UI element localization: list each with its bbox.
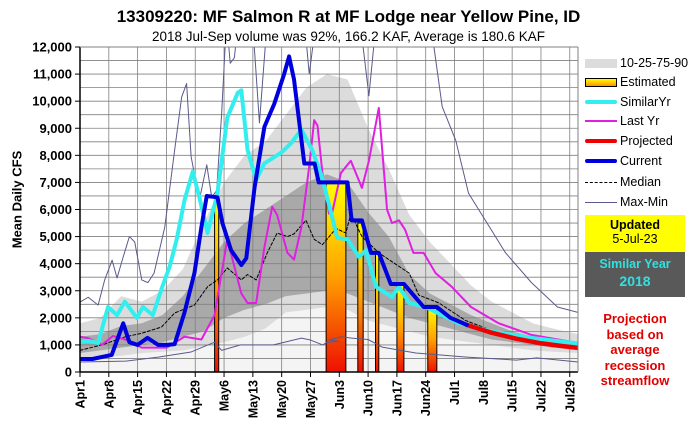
note-line: Projection: [603, 311, 667, 326]
x-tick-label: Jul29: [563, 380, 577, 412]
x-tick-label: May27: [304, 380, 318, 418]
legend-item-similar: SimilarYr: [585, 93, 671, 111]
legend-label: Current: [620, 154, 662, 168]
x-tick-label: May20: [275, 380, 289, 418]
note-line: based on: [606, 326, 664, 342]
chart-title: 13309220: MF Salmon R at MF Lodge near Y…: [116, 7, 581, 26]
y-tick-label: 0: [65, 365, 72, 380]
note-line: average: [610, 342, 660, 357]
legend-item-maxmin: Max-Min: [585, 193, 668, 211]
y-tick-label: 11,000: [33, 67, 72, 82]
note-line: recession: [604, 357, 666, 373]
y-tick-label: 4,000: [39, 256, 72, 271]
legend-item-lastyr: Last Yr: [585, 112, 659, 130]
legend-label: Median: [620, 175, 661, 189]
x-tick-label: Jul22: [534, 380, 548, 412]
x-tick-label: Apr29: [189, 380, 203, 415]
y-tick-label: 5,000: [39, 229, 72, 244]
estimated-bar: [427, 306, 438, 372]
x-tick-label: Apr15: [131, 380, 145, 415]
note-line: streamflow: [600, 373, 670, 388]
y-tick-label: 1,000: [39, 337, 72, 352]
legend-item-estimated: Estimated: [585, 73, 676, 91]
legend-label: SimilarYr: [620, 95, 671, 109]
series-line-max: [80, 47, 578, 313]
legend-label: Projected: [620, 134, 673, 148]
series-lines: [80, 47, 578, 363]
x-tick-label: May6: [218, 380, 232, 411]
projection-note: Projection based on average recession st…: [585, 311, 685, 389]
legend-swatch-projected: [585, 139, 617, 143]
x-tick-label: May13: [246, 380, 260, 418]
legend-swatch-median: [585, 181, 617, 183]
series-line-projected: [464, 322, 578, 351]
similar-year-value: 2018: [619, 273, 651, 289]
x-tick-label: Jul1: [448, 380, 462, 405]
x-tick-label: Jul8: [477, 380, 491, 405]
legend-label: Estimated: [620, 75, 676, 89]
updated-label: Updated: [610, 218, 660, 232]
series-line-median: [80, 213, 578, 351]
x-tick-label: Apr22: [160, 380, 174, 415]
legend-swatch-estimated: [585, 77, 617, 87]
y-tick-label: 12,000: [32, 40, 72, 55]
estimated-bar: [396, 284, 405, 372]
similar-year-box: Similar Year 2018: [585, 252, 685, 297]
y-tick-label: 2,000: [39, 310, 72, 325]
x-tick-label: Jun17: [390, 380, 404, 416]
x-tick-label: Jul15: [506, 380, 520, 412]
legend-swatch-bands: [585, 58, 617, 68]
legend-swatch-maxmin: [585, 201, 617, 203]
legend-label: 10-25-75-90: [620, 56, 689, 70]
series-line-lastyr: [80, 106, 578, 349]
legend-swatch-current: [585, 159, 617, 163]
estimated-bar: [357, 222, 364, 372]
legend-swatch-lastyr: [585, 120, 617, 122]
series-line-current: [80, 54, 469, 361]
x-tick-label: Jun10: [362, 380, 376, 416]
legend-item-median: Median: [585, 173, 661, 191]
legend-item-current: Current: [585, 152, 662, 170]
y-tick-label: 10,000: [32, 94, 72, 109]
updated-box: Updated 5-Jul-23: [585, 215, 685, 252]
x-tick-label: Apr8: [102, 380, 116, 409]
y-tick-label: 9,000: [39, 121, 72, 136]
y-tick-label: 3,000: [39, 283, 72, 298]
legend-swatch-similar: [585, 100, 617, 104]
legend-item-bands: 10-25-75-90: [585, 54, 688, 72]
updated-date: 5-Jul-23: [612, 232, 658, 246]
legend-label: Max-Min: [620, 195, 668, 209]
y-tick-label: 8,000: [39, 148, 72, 163]
legend-item-projected: Projected: [585, 132, 673, 150]
legend-label: Last Yr: [620, 114, 660, 128]
chart-subtitle: 2018 Jul-Sep volume was 92%, 166.2 KAF, …: [152, 29, 545, 44]
x-tick-label: Jun24: [419, 380, 433, 416]
estimated-bar: [375, 252, 380, 372]
y-axis-label: Mean Daily CFS: [9, 150, 25, 249]
x-tick-label: Jun3: [333, 380, 347, 409]
y-tick-label: 6,000: [39, 202, 72, 217]
y-tick-label: 7,000: [39, 175, 72, 190]
series-line-min: [80, 336, 578, 363]
axes: 0 1,000 2,000 3,000 4,000 5,000 6,000 7,000 8,00…: [32, 40, 579, 418]
series-line-similar: [80, 88, 578, 346]
x-tick-label: Apr1: [74, 380, 88, 409]
similar-year-label: Similar Year: [599, 257, 671, 271]
